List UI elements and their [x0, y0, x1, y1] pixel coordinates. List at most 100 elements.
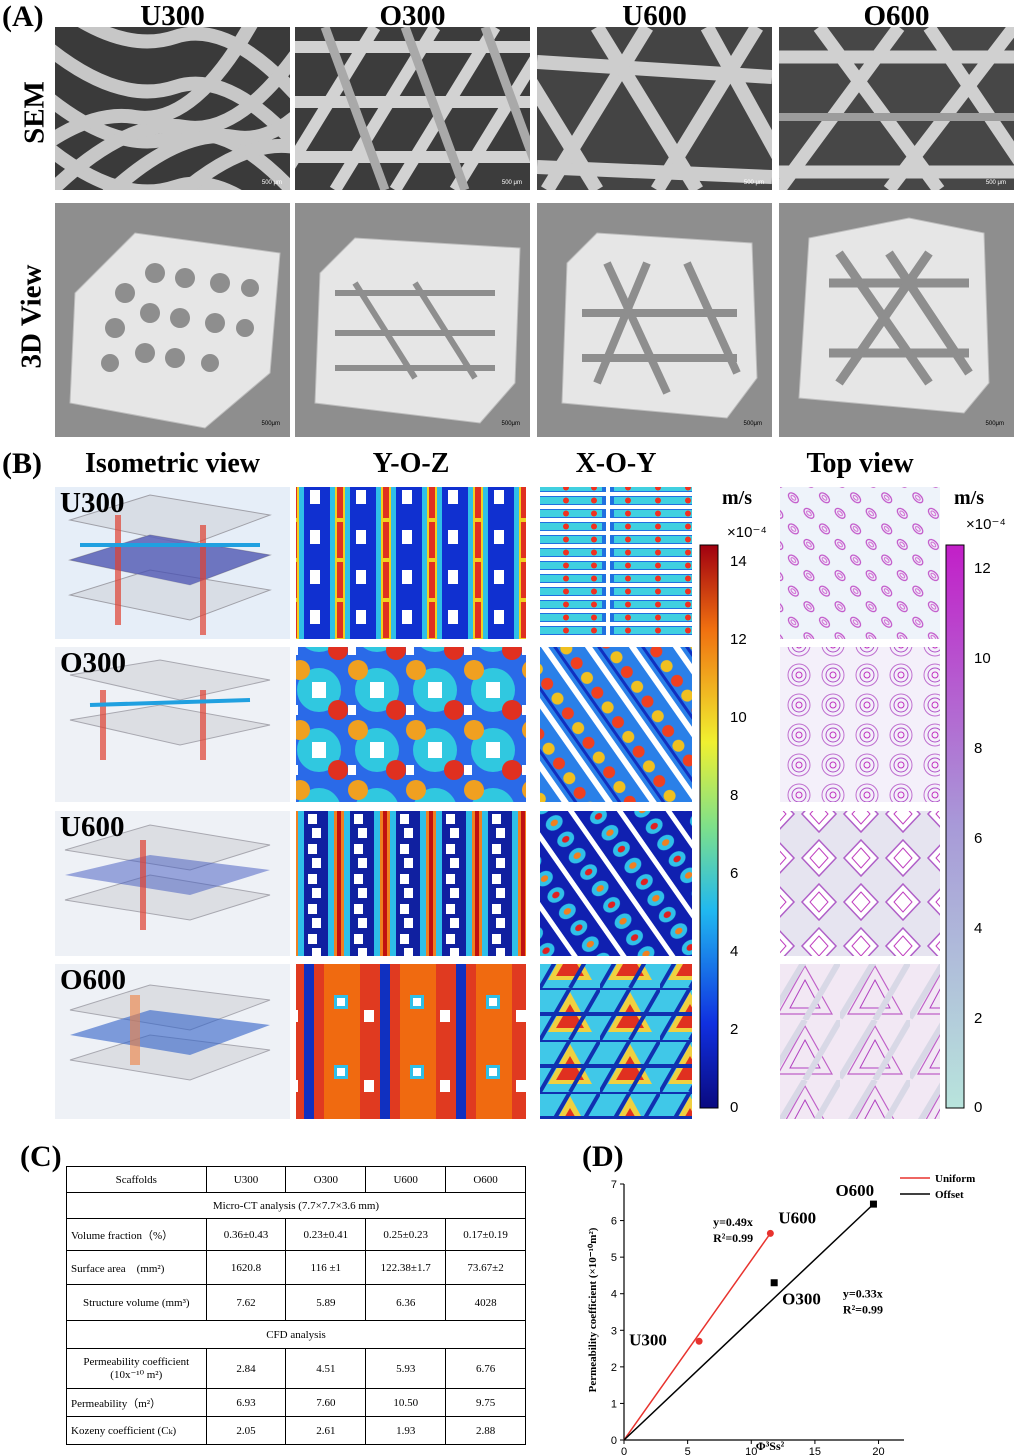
colorbar2-tick: 6	[974, 830, 983, 847]
y-axis-label: Permeability coefficient (×10⁻¹⁰m²)	[587, 1227, 599, 1392]
scale-bar-label: 500μm	[501, 421, 520, 427]
table-cell: 2.61	[285, 1416, 367, 1445]
y-tick-label: 5	[611, 1252, 617, 1264]
xoy-map-u300	[540, 487, 692, 639]
fit-line	[623, 1203, 874, 1441]
table-cell: 7.62	[205, 1284, 287, 1321]
topview-map-u300	[780, 487, 940, 639]
table-cell: 2.88	[445, 1416, 526, 1445]
chart-series: U300 U600 y=0.49x R²=0.99 Uniform O300 O600 y=0…	[623, 1173, 975, 1441]
y-tick-label: 4	[611, 1289, 617, 1301]
x-tick-label: 15	[809, 1446, 821, 1455]
xoy-map-o300	[540, 647, 692, 802]
panel-c-label: (C)	[20, 1140, 62, 1173]
isometric-views	[55, 487, 290, 1119]
scale-bar-label: 500μm	[261, 421, 280, 427]
colorbar1-exponent: ×10⁻⁴	[727, 524, 767, 541]
y-tick-label: 1	[611, 1398, 617, 1410]
table-header-cell: O300	[285, 1166, 367, 1193]
colorbar1-unit: m/s	[722, 487, 752, 509]
colorbar2-tick: 4	[974, 920, 983, 937]
colorbar1-tick: 2	[730, 1021, 739, 1038]
table-container: Scaffolds U300 O300 U600 O600 Micro-CT a…	[66, 1166, 526, 1445]
table-cell: 7.60	[285, 1388, 367, 1417]
table-header-cell: U300	[205, 1166, 287, 1193]
panel-b-col-title: Top view	[806, 448, 914, 479]
fit-line	[623, 1232, 771, 1441]
table-cell: 0.25±0.23	[365, 1218, 447, 1251]
y-tick-label: 0	[611, 1435, 617, 1447]
topview-map-o600	[780, 964, 940, 1119]
data-point	[766, 1229, 774, 1237]
table-cell: 116 ±1	[285, 1250, 367, 1285]
legend-label: Offset	[935, 1189, 964, 1201]
fit-r2: R²=0.99	[713, 1231, 753, 1245]
table-header-cell: O600	[445, 1166, 526, 1193]
table-row-name: Kozeny coefficient (Cₖ)	[66, 1416, 207, 1445]
xoy-map-u600	[540, 811, 692, 956]
yoz-map-o600	[296, 964, 526, 1119]
x-tick-label: 0	[621, 1446, 627, 1455]
colorbar-topview	[945, 544, 965, 1109]
colorbar1-tick: 6	[730, 865, 739, 882]
y-tick-label: 2	[611, 1362, 617, 1374]
table-cell: 10.50	[365, 1388, 447, 1417]
colorbar2-tick: 0	[974, 1099, 983, 1116]
scale-bar-label: 500 μm	[501, 180, 522, 186]
scale-bar-label: 500 μm	[261, 180, 282, 186]
table-cell: 4.51	[285, 1348, 367, 1389]
fit-r2: R²=0.99	[843, 1302, 883, 1316]
ct-image-o600: 500μm	[779, 203, 1014, 437]
panel-b-col-title: X-O-Y	[575, 448, 657, 479]
table-header-cell: Scaffolds	[66, 1166, 207, 1193]
scale-bar-label: 500μm	[985, 421, 1004, 427]
panel-b-row-label: O600	[60, 964, 127, 996]
table-cell: 4028	[445, 1284, 526, 1321]
panel-b-col-title: Isometric view	[85, 448, 260, 479]
yoz-map-o300	[296, 647, 526, 802]
point-label: O300	[782, 1290, 821, 1309]
x-tick-label: 5	[685, 1446, 691, 1455]
point-label: O600	[835, 1181, 874, 1200]
colorbar2-tick: 10	[974, 650, 991, 667]
x-tick-label: 10	[745, 1446, 757, 1455]
y-tick-label: 3	[611, 1325, 617, 1337]
table-section-title: Micro-CT analysis (7.7×7.7×3.6 mm)	[66, 1192, 526, 1219]
table-row-name: Permeability（m²）	[66, 1388, 207, 1417]
panel-b-row-label: U600	[60, 811, 125, 843]
colorbar2-exponent: ×10⁻⁴	[966, 516, 1006, 533]
x-axis-label: Φ³Ss²	[756, 1439, 785, 1453]
scale-bar-label: 500 μm	[985, 180, 1006, 186]
data-point	[869, 1200, 877, 1208]
table-row-name: Surface area (mm²)	[66, 1250, 207, 1285]
table-section-title: CFD analysis	[66, 1320, 526, 1349]
colorbar2-tick: 2	[974, 1010, 983, 1027]
table-header-cell: U600	[365, 1166, 447, 1193]
colorbar1-tick: 10	[730, 709, 747, 726]
panel-b-row-label: O300	[60, 647, 127, 679]
panel-a-col-title: O300	[379, 0, 446, 32]
scale-bar-label: 500μm	[743, 421, 762, 427]
colorbar-velocity	[699, 544, 719, 1109]
colorbar1-tick: 0	[730, 1099, 739, 1116]
legend-label: Uniform	[935, 1173, 975, 1185]
table-cell: 6.76	[445, 1348, 526, 1389]
table-cell: 0.17±0.19	[445, 1218, 526, 1251]
panel-a-label: (A)	[2, 0, 44, 33]
table-cell: 1.93	[365, 1416, 447, 1445]
sem-image-o300: 500 μm	[295, 27, 530, 190]
table-cell: 1620.8	[205, 1250, 287, 1285]
table-cell: 0.23±0.41	[285, 1218, 367, 1251]
colorbar1-tick: 8	[730, 787, 739, 804]
table-row-name: Permeability coefficient (10x⁻¹⁰ m²)	[66, 1348, 207, 1389]
table-cell: 2.05	[205, 1416, 287, 1445]
yoz-map-u300	[296, 487, 526, 639]
chart-axes: 0 5 10 15 20 0 1 2 3 4 5 6 7	[611, 1179, 904, 1455]
topview-map-u600	[780, 811, 940, 956]
table-cell: 0.36±0.43	[205, 1218, 287, 1251]
point-label: U600	[778, 1208, 816, 1227]
panel-b-col-title: Y-O-Z	[372, 448, 450, 479]
topview-map-o300	[780, 647, 940, 802]
table-cell: 6.93	[205, 1388, 287, 1417]
